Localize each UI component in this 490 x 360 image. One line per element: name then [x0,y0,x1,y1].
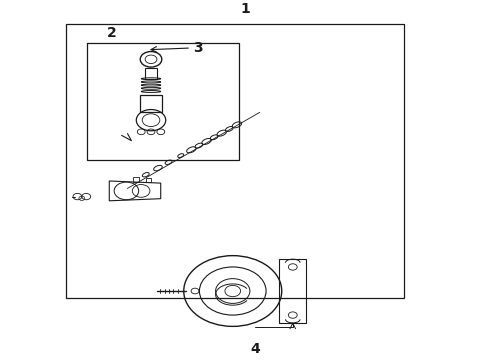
Text: 1: 1 [240,2,250,16]
Bar [140,95,162,112]
Bar [133,177,139,182]
Bar [145,68,157,79]
Bar [87,44,239,160]
Bar [279,259,306,323]
Text: 2: 2 [107,26,117,40]
Bar [66,24,404,298]
Text: 3: 3 [194,41,203,55]
Bar [146,178,151,183]
Text: 4: 4 [250,342,260,356]
